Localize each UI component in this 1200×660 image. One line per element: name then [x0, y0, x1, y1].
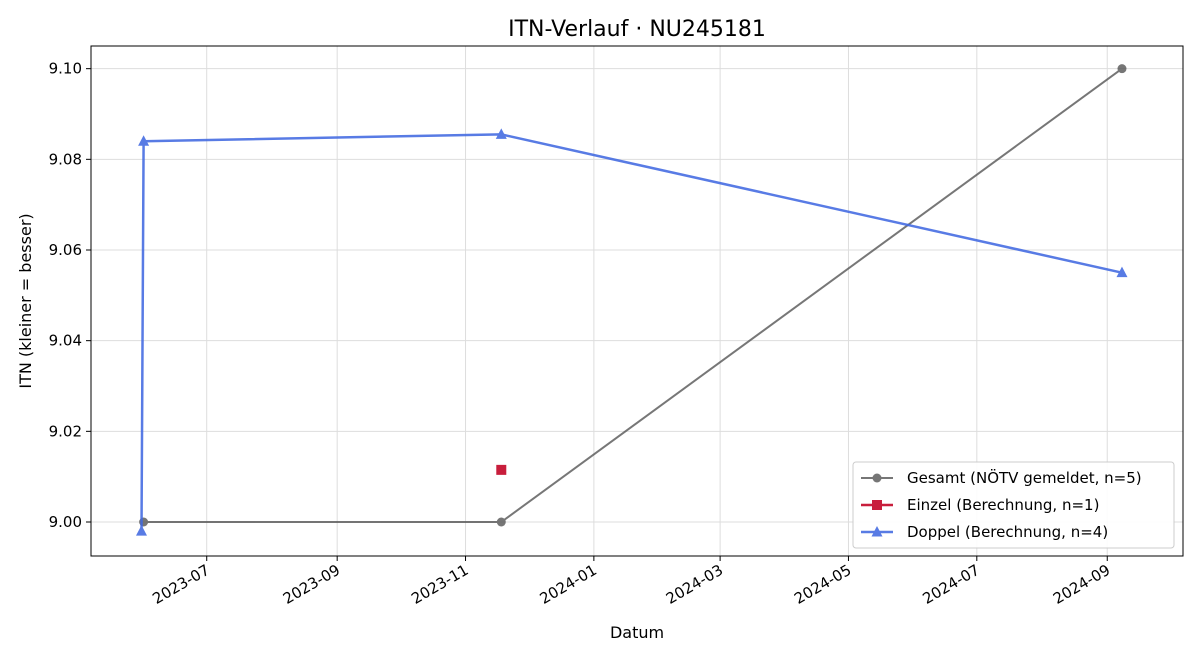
y-tick-label: 9.08 [49, 150, 82, 168]
chart-title: ITN-Verlauf · NU245181 [508, 17, 766, 42]
data-point [138, 135, 150, 146]
series-line [140, 133, 1123, 532]
legend-label: Gesamt (NÖTV gemeldet, n=5) [907, 468, 1142, 487]
x-tick-label: 2024-05 [791, 561, 854, 608]
legend-entry [861, 473, 893, 483]
series-layer [135, 64, 1128, 536]
legend-swatch-marker [871, 526, 883, 537]
legend-entry [861, 526, 893, 537]
data-point [135, 525, 147, 536]
series-1 [496, 464, 507, 475]
grid [91, 46, 1183, 556]
data-point [496, 464, 507, 475]
y-tick-label: 9.04 [49, 332, 82, 350]
x-tick-label: 2024-03 [663, 561, 726, 608]
x-tick-label: 2023-07 [149, 561, 212, 608]
series-2 [135, 128, 1128, 536]
data-point [495, 128, 507, 139]
legend-swatch-marker [872, 473, 882, 483]
legend: Gesamt (NÖTV gemeldet, n=5) Einzel (Berec… [852, 461, 1175, 549]
y-axis-label: ITN (kleiner = besser) [16, 213, 35, 388]
x-tick-label: 2024-09 [1050, 561, 1113, 608]
legend-swatch-marker [872, 500, 882, 510]
x-tick-label: 2023-11 [408, 561, 471, 608]
legend-box [852, 461, 1175, 549]
series-line [143, 67, 1123, 523]
plot-frame [90, 45, 1184, 557]
legend-label: Einzel (Berechnung, n=1) [907, 496, 1099, 514]
y-tick-label: 9.02 [49, 422, 82, 440]
legend-label: Doppel (Berechnung, n=4) [907, 523, 1108, 541]
x-tick-label: 2023-09 [280, 561, 343, 608]
y-tick-label: 9.00 [49, 513, 82, 531]
y-tick-label: 9.06 [49, 241, 82, 259]
x-tick-label: 2024-01 [537, 561, 600, 608]
legend-entry [861, 500, 893, 510]
data-point [1117, 64, 1127, 74]
data-point [496, 517, 506, 527]
series-0 [139, 64, 1127, 527]
x-axis-label: Datum [610, 623, 664, 642]
x-tick-label: 2024-07 [920, 561, 983, 608]
data-point [1116, 266, 1128, 278]
y-tick-label: 9.10 [49, 60, 82, 78]
